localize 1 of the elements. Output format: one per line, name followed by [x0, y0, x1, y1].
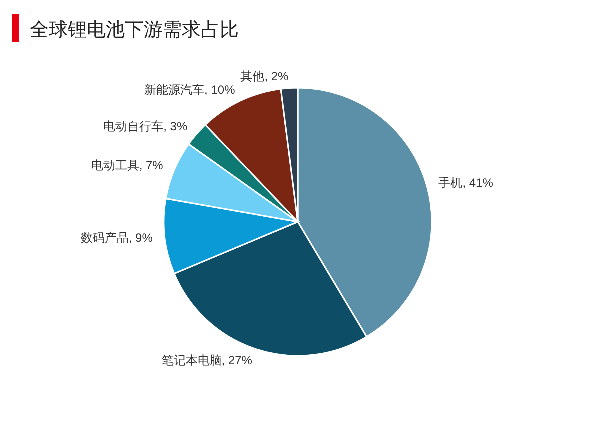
- title: 全球锂电池下游需求占比: [30, 20, 239, 41]
